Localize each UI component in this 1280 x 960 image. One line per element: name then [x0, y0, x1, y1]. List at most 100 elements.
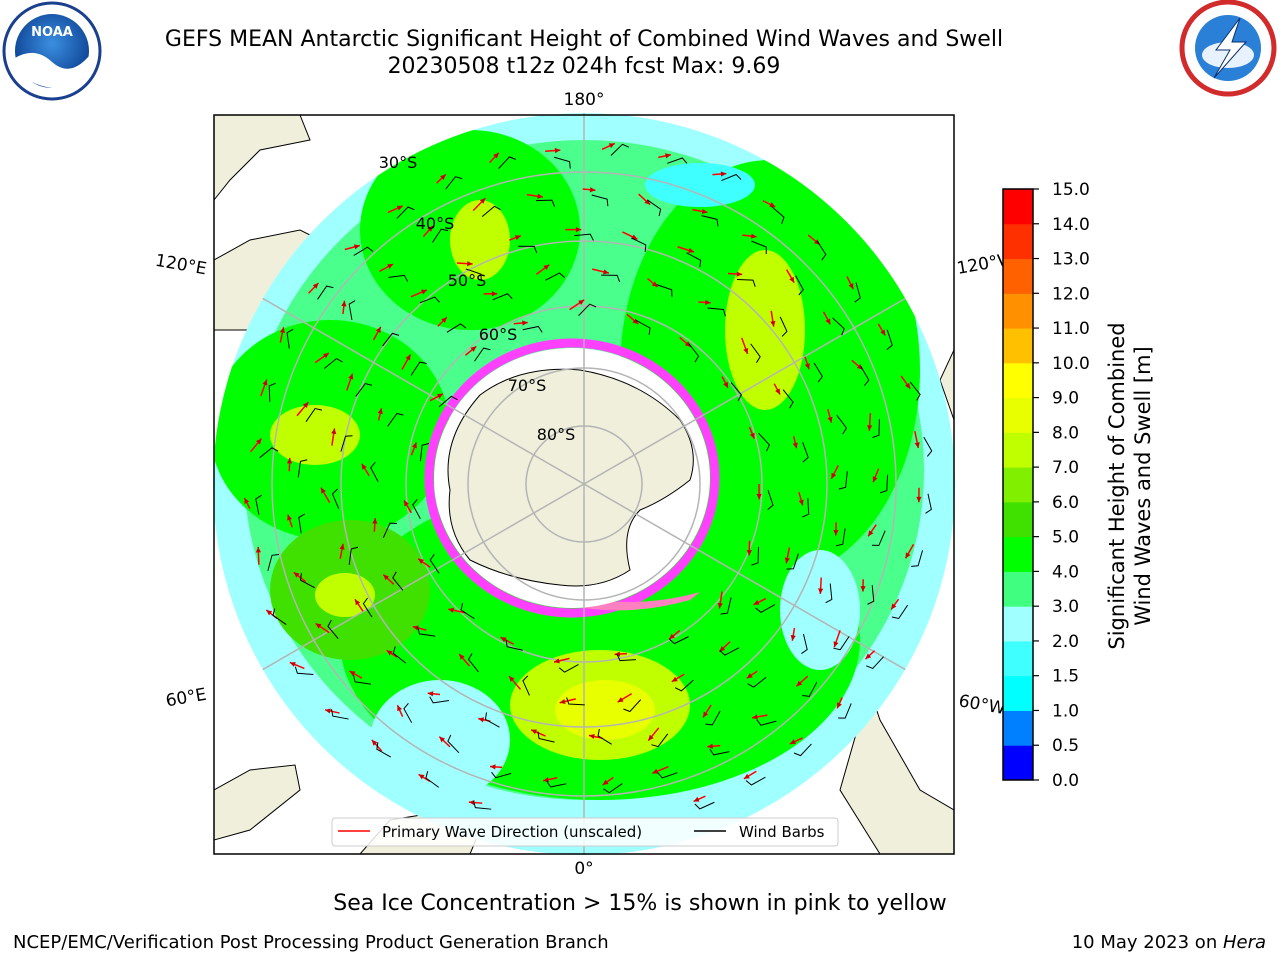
- colorbar-frame: [1002, 188, 1034, 781]
- wind-barb: [667, 157, 688, 164]
- wave-arrow-head: [302, 402, 309, 408]
- wave-arrow-head: [736, 271, 743, 277]
- wind-barb: [656, 284, 673, 297]
- lat-label-40s: 40°S: [416, 214, 455, 233]
- colorbar-segment: [1003, 710, 1033, 746]
- colorbar-tick-label: 1.0: [1052, 701, 1079, 721]
- wave-arrow-head: [723, 381, 728, 388]
- wave-arrow-head: [320, 487, 326, 494]
- wave-arrow-head: [804, 363, 810, 370]
- wind-barb: [498, 156, 517, 169]
- colorbar-segment: [1003, 293, 1033, 329]
- nws-logo: [1179, 0, 1277, 97]
- wave-arrow-head: [412, 625, 419, 631]
- colorbar-segment: [1003, 397, 1033, 433]
- colorbar-segment: [1003, 745, 1033, 781]
- wave-arrow-head: [770, 320, 776, 327]
- colorbar-tick-label: 1.5: [1052, 667, 1079, 687]
- lat-label-80s: 80°S: [537, 425, 576, 444]
- wind-barb: [362, 597, 373, 618]
- wave-arrow-head: [418, 558, 425, 565]
- colorbar-tick-label: 13.0: [1052, 250, 1090, 270]
- wind-barb: [484, 712, 500, 728]
- wave-arrow-head: [719, 646, 726, 652]
- wind-barb: [709, 748, 730, 756]
- wave-arrow-head: [293, 572, 300, 578]
- wind-barb: [323, 357, 343, 370]
- wind-barb: [694, 801, 715, 810]
- wave-arrow-head: [387, 263, 394, 269]
- noaa-logo-text: NOAA: [31, 25, 73, 40]
- lon-label-180: 180°: [564, 90, 605, 110]
- wave-arrow-head: [427, 691, 434, 697]
- wave-arrow-head: [752, 714, 758, 720]
- wave-arrow-head: [361, 463, 367, 470]
- wave-arrow-head: [554, 147, 561, 154]
- wind-barb: [750, 343, 761, 363]
- wind-barb: [795, 275, 804, 296]
- wave-arrow-head: [559, 698, 566, 705]
- wind-barb: [657, 772, 678, 779]
- wave-arrow-head: [287, 514, 293, 521]
- colorbar-segment: [1003, 571, 1033, 607]
- wave-arrow-head: [872, 476, 878, 483]
- wind-barb: [419, 442, 429, 462]
- wave-arrow-head: [827, 416, 833, 423]
- wave-arrow-head: [331, 428, 337, 435]
- wave-arrow-head: [916, 496, 922, 503]
- lon-label-60e: 60°E: [164, 685, 208, 712]
- wind-barb: [813, 362, 824, 383]
- wave-arrow-head: [860, 586, 866, 592]
- chart-title: GEFS MEAN Antarctic Significant Height o…: [164, 27, 1004, 52]
- wave-arrow-head: [867, 425, 873, 431]
- wave-arrow-head: [648, 734, 654, 741]
- colorbar: 0.0 0.5 1.0 1.5 2.0 3.0 4.0 5.0 6.0 7.0 8.0 9.0 10.0…: [1002, 180, 1090, 791]
- lon-label-120e: 120°E: [154, 251, 208, 280]
- wave-arrow-head: [354, 599, 361, 606]
- wind-barb: [268, 382, 276, 402]
- wind-barb: [751, 546, 760, 566]
- wind-barb: [340, 435, 353, 452]
- wind-barb: [854, 282, 861, 303]
- wave-arrow-head: [493, 152, 499, 159]
- wind-barb: [616, 654, 636, 662]
- colorbar-tick-label: 15.0: [1052, 180, 1090, 200]
- wave-arrow-head: [614, 651, 621, 657]
- wave-arrow-head: [514, 235, 521, 241]
- colorbar-tick-label: 11.0: [1052, 319, 1090, 339]
- wind-barb: [603, 783, 623, 794]
- wind-barb: [925, 493, 932, 514]
- wave-arrow-head: [769, 202, 776, 207]
- footer-branch: NCEP/EMC/Verification Post Processing Pr…: [13, 932, 609, 953]
- colorbar-tick-label: 8.0: [1052, 423, 1079, 443]
- wind-barb: [481, 205, 501, 217]
- colorbar-segment: [1003, 189, 1033, 225]
- wave-arrow-head: [617, 697, 624, 703]
- wave-arrow-head: [792, 442, 798, 449]
- wind-barb: [597, 728, 612, 745]
- wind-barb: [272, 608, 287, 625]
- wind-barb: [522, 325, 543, 333]
- wind-barb: [574, 233, 594, 241]
- wind-barb: [911, 550, 924, 567]
- wind-barb: [707, 307, 726, 317]
- wind-barb: [801, 633, 808, 654]
- footer-date-text: 10 May 2023 on: [1071, 932, 1223, 953]
- wave-arrow-head: [837, 702, 842, 709]
- wind-barb: [355, 383, 373, 397]
- wind-barb: [522, 675, 530, 696]
- wind-barb: [370, 462, 379, 483]
- wind-barb: [554, 156, 571, 169]
- wind-barb: [300, 573, 315, 589]
- wind-barb: [353, 246, 374, 256]
- wave-arrow-head: [553, 658, 560, 664]
- wave-arrow-head: [491, 291, 498, 297]
- wind-barb: [297, 459, 308, 478]
- wave-arrow-head: [790, 635, 796, 641]
- wave-arrow-head: [665, 153, 671, 159]
- wave-arrow-head: [905, 552, 911, 559]
- wave-arrow-head: [490, 764, 496, 770]
- wind-barb: [793, 743, 812, 757]
- legend: Primary Wave Direction (unscaled) Wind B…: [331, 817, 839, 847]
- wind-barb: [802, 442, 809, 463]
